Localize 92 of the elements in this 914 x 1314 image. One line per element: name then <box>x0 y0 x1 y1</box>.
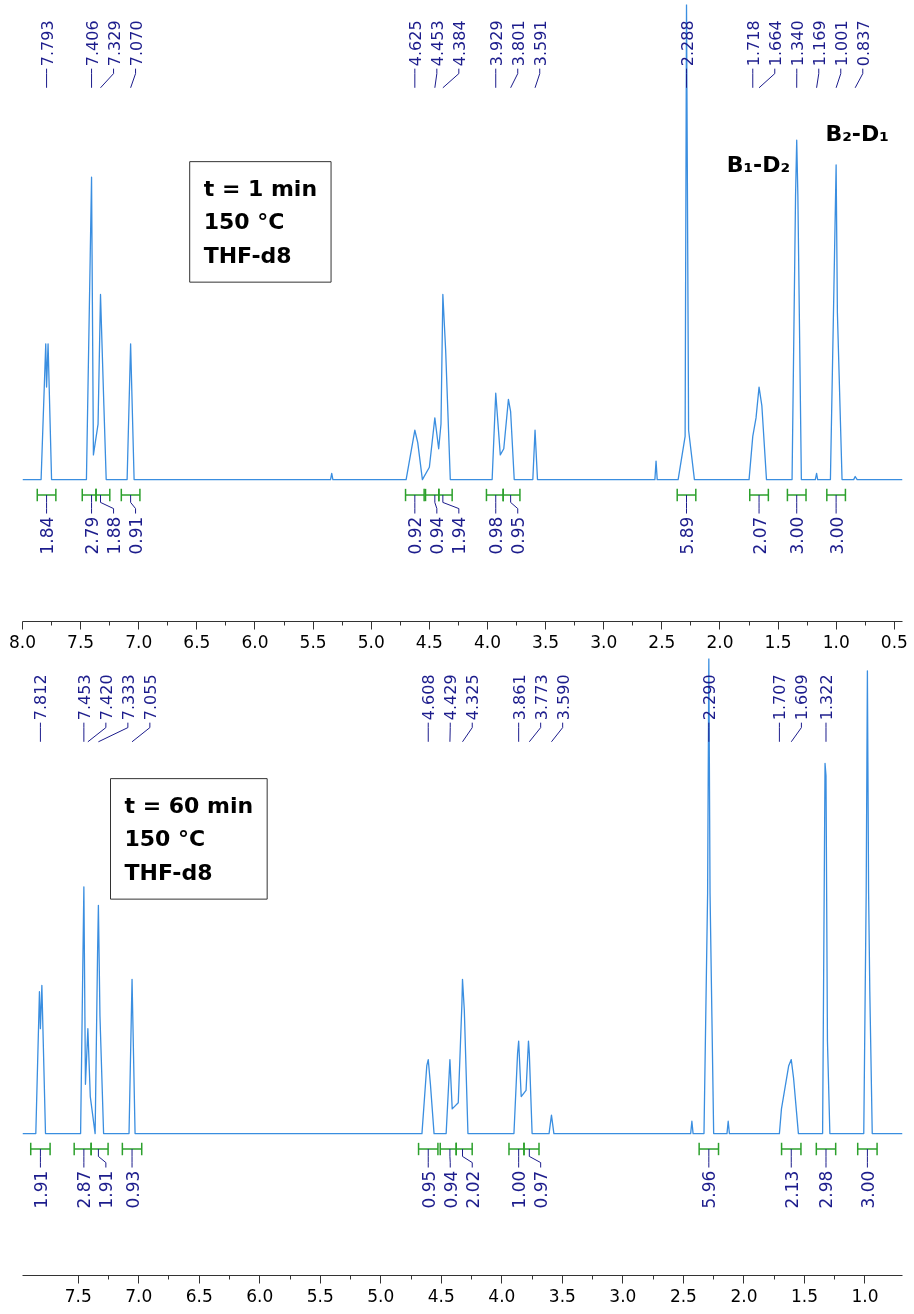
annotation: 0.95 <box>508 516 529 555</box>
annotation: B₂-D₁ <box>825 121 889 147</box>
annotation: 4.453 <box>427 20 447 67</box>
annotation: 2.98 <box>816 1170 837 1209</box>
annotation: 0.92 <box>405 516 426 555</box>
annotation: 1.91 <box>30 1170 51 1209</box>
x-tick-label: 5.0 <box>357 631 385 652</box>
x-tick-label: 4.5 <box>427 1285 455 1306</box>
annotation: 1.609 <box>792 674 812 721</box>
annotation: 3.00 <box>787 516 808 555</box>
annotation: 4.625 <box>405 20 425 67</box>
annotation: 4.608 <box>419 674 439 721</box>
annotation: 3.591 <box>530 20 550 67</box>
annotation: 0.837 <box>853 20 873 67</box>
annotation: 2.13 <box>781 1170 802 1209</box>
x-tick-label: 5.5 <box>299 631 327 652</box>
annotation: t = 1 min 150 °C THF-d8 <box>203 175 318 269</box>
x-tick-label: 3.0 <box>590 631 618 652</box>
annotation: 2.87 <box>74 1170 95 1209</box>
x-tick-label: 1.5 <box>764 631 792 652</box>
annotation: 2.290 <box>699 674 719 721</box>
x-tick-label: 1.5 <box>790 1285 818 1306</box>
x-tick-label: 1.0 <box>822 631 850 652</box>
annotation: 3.773 <box>531 674 551 721</box>
annotation: 7.055 <box>140 674 160 721</box>
x-tick-label: 4.5 <box>415 631 443 652</box>
annotation: 1.664 <box>765 20 785 67</box>
x-tick-label: 5.0 <box>367 1285 395 1306</box>
annotation: 7.812 <box>31 674 51 721</box>
x-tick-label: 4.0 <box>488 1285 516 1306</box>
annotation: 1.94 <box>449 516 470 555</box>
x-tick-label: 6.0 <box>241 631 269 652</box>
x-tick-label: 6.5 <box>185 1285 213 1306</box>
annotation: 2.79 <box>82 516 103 555</box>
x-tick-label: 3.5 <box>548 1285 576 1306</box>
x-tick-label: 7.0 <box>125 631 153 652</box>
annotation: 2.288 <box>677 20 697 67</box>
annotation: 0.97 <box>531 1170 552 1209</box>
x-tick-label: 3.5 <box>532 631 560 652</box>
annotation: 7.453 <box>74 674 94 721</box>
x-tick-label: 0.5 <box>880 631 908 652</box>
annotation: 7.793 <box>37 20 57 67</box>
x-tick-label: 7.5 <box>67 631 95 652</box>
annotation: B₁-D₂ <box>726 152 791 178</box>
annotation: 0.98 <box>486 516 507 555</box>
annotation: 7.406 <box>82 20 102 67</box>
x-tick-label: 3.0 <box>609 1285 637 1306</box>
x-tick-label: 7.5 <box>64 1285 92 1306</box>
x-tick-label: 2.0 <box>730 1285 758 1306</box>
annotation: 4.429 <box>441 674 461 721</box>
annotation: 3.929 <box>486 20 506 67</box>
annotation: 0.94 <box>427 516 448 555</box>
annotation: 1.169 <box>809 20 829 67</box>
annotation: 3.801 <box>508 20 528 67</box>
annotation: 0.93 <box>122 1170 143 1209</box>
annotation: 1.001 <box>831 20 851 67</box>
annotation: 1.00 <box>509 1170 530 1209</box>
annotation: 1.322 <box>817 674 836 721</box>
x-tick-label: 2.5 <box>669 1285 697 1306</box>
x-tick-label: 8.0 <box>8 631 37 652</box>
x-tick-label: 6.5 <box>183 631 211 652</box>
annotation: 1.707 <box>770 674 790 721</box>
annotation: 4.384 <box>449 20 469 67</box>
annotation: 0.95 <box>418 1170 439 1209</box>
x-tick-label: 7.0 <box>125 1285 153 1306</box>
annotation: 1.88 <box>104 516 125 555</box>
annotation: 7.420 <box>96 674 116 721</box>
annotation: 1.84 <box>37 516 58 555</box>
annotation: 3.00 <box>826 516 847 555</box>
annotation: 2.07 <box>749 516 770 555</box>
annotation: 5.89 <box>677 516 698 555</box>
x-tick-label: 6.0 <box>246 1285 274 1306</box>
x-tick-label: 2.0 <box>706 631 734 652</box>
x-tick-label: 4.0 <box>473 631 502 652</box>
annotation: 3.00 <box>857 1170 878 1209</box>
x-tick-label: 1.0 <box>851 1285 879 1306</box>
annotation: 4.325 <box>463 674 483 721</box>
annotation: 5.96 <box>699 1170 720 1209</box>
annotation: 3.590 <box>553 674 573 721</box>
annotation: 1.340 <box>787 20 807 67</box>
annotation: 7.333 <box>118 674 138 721</box>
annotation: 1.91 <box>96 1170 117 1209</box>
annotation: 7.329 <box>104 20 124 67</box>
annotation: 1.718 <box>743 20 763 67</box>
annotation: 0.91 <box>126 516 147 555</box>
x-tick-label: 5.5 <box>306 1285 334 1306</box>
annotation: 0.94 <box>440 1170 461 1209</box>
x-tick-label: 2.5 <box>648 631 676 652</box>
annotation: 3.861 <box>509 674 529 721</box>
annotation: 2.02 <box>462 1170 483 1209</box>
annotation: t = 60 min 150 °C THF-d8 <box>124 792 254 886</box>
annotation: 7.070 <box>126 20 146 67</box>
